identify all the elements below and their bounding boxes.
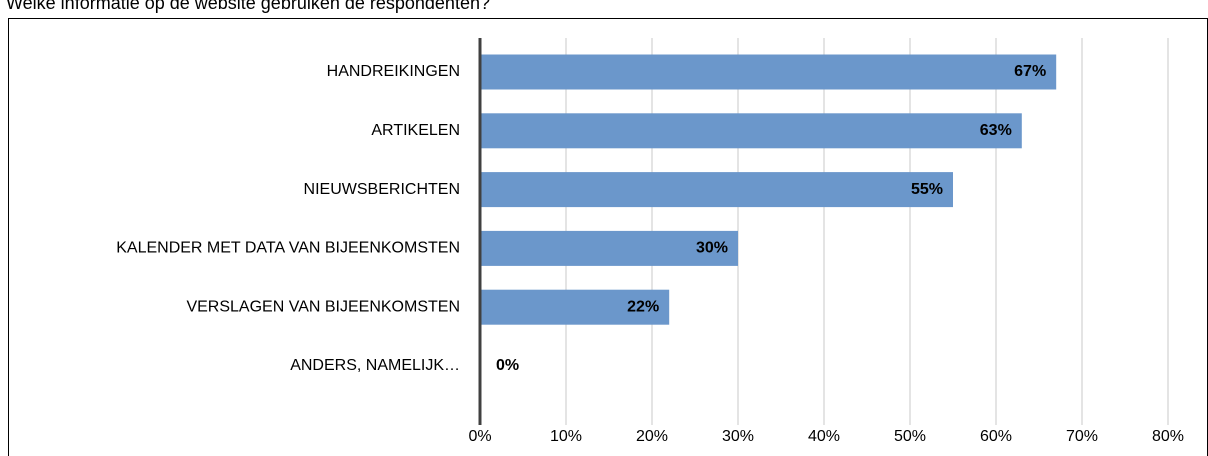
y-tick-label: VERSLAGEN VAN BIJEENKOMSTEN [186,298,460,315]
data-label: 67% [1014,63,1046,80]
x-tick-label: 30% [722,428,754,445]
data-label: 22% [627,298,659,315]
data-label: 30% [696,240,728,257]
x-tick-label: 70% [1066,428,1098,445]
x-tick-label: 80% [1152,428,1184,445]
bar [480,230,738,266]
x-tick-label: 50% [894,428,926,445]
x-tick-label: 10% [550,428,582,445]
bar [480,54,1057,90]
y-tick-label: NIEUWSBERICHTEN [304,181,460,198]
bar [480,113,1022,149]
x-tick-label: 60% [980,428,1012,445]
y-tick-label: KALENDER MET DATA VAN BIJEENKOMSTEN [116,240,460,257]
y-tick-label: HANDREIKINGEN [327,63,460,80]
x-tick-label: 20% [636,428,668,445]
y-tick-label: ANDERS, NAMELIJK… [290,357,460,374]
bar [480,172,953,208]
data-label: 55% [911,181,943,198]
y-tick-label: ARTIKELEN [371,122,460,139]
x-tick-label: 0% [468,428,491,445]
bar [480,289,670,325]
chart-title: Welke informatie op de website gebruiken… [6,0,490,13]
x-tick-label: 40% [808,428,840,445]
data-label: 0% [496,357,519,374]
data-label: 63% [980,122,1012,139]
